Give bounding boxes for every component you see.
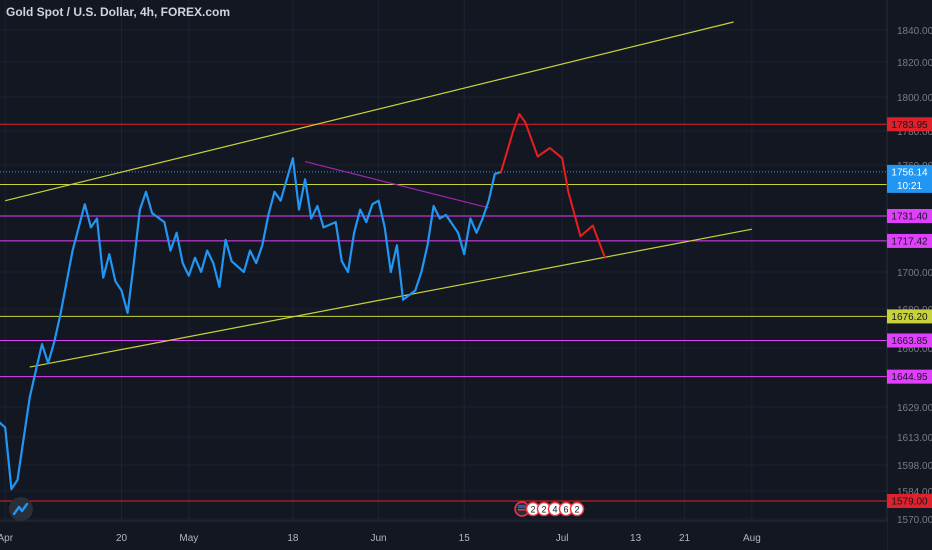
price-axis-panel [887, 0, 932, 550]
tradingview-logo-icon [13, 503, 29, 515]
price-series-0 [0, 157, 503, 491]
symbol-title[interactable]: Gold Spot / U.S. Dollar, 4h, FOREX.com [6, 5, 231, 19]
time-tick-label: 15 [459, 533, 471, 544]
price-tick-label: 1629.00 [897, 403, 932, 414]
price-tick-label: 1780.00 [897, 127, 932, 138]
level-badge-bg [887, 494, 932, 508]
level-badge-label: 1783.95 [891, 120, 928, 131]
time-tick-label: 13 [630, 533, 642, 544]
level-price-badge: 1717.42 [887, 233, 932, 248]
level-badge-label: 1731.40 [891, 212, 928, 223]
level-badge-label: 1663.85 [891, 336, 928, 347]
level-badge-bg [887, 369, 932, 384]
price-tick-label: 1800.00 [897, 93, 932, 104]
level-badge-label: 1717.42 [891, 236, 928, 247]
event-marker [569, 501, 585, 517]
level-badge-label: 1579.00 [891, 497, 928, 508]
level-price-badge: 1644.95 [887, 369, 932, 384]
level-price-badge: 1676.20 [887, 309, 932, 324]
event-marker-count: 2 [574, 505, 579, 515]
trendline-1 [29, 228, 752, 368]
price-tick-label: 1660.00 [897, 344, 932, 355]
price-tick-label: 1570.00 [897, 515, 932, 526]
level-badge-bg [887, 309, 932, 324]
level-price-badge: 1783.95 [887, 117, 932, 132]
trendline-2 [304, 161, 489, 209]
price-tick-label: 1584.00 [897, 487, 932, 498]
level-badge-label: 1644.95 [891, 372, 928, 383]
time-tick-label: Jun [370, 533, 386, 544]
price-tick-label: 1598.00 [897, 461, 932, 472]
level-badge-bg [887, 209, 932, 224]
current-price-label: 1756.14 [891, 167, 928, 178]
time-tick-label: 21 [679, 533, 691, 544]
time-tick-label: 20 [116, 533, 128, 544]
time-tick-label: 18 [287, 533, 299, 544]
price-series-1 [500, 113, 606, 259]
level-badge-bg [887, 333, 932, 348]
time-axis-panel [0, 521, 887, 550]
event-marker-count: 2 [541, 505, 546, 515]
time-tick-label: Jul [556, 533, 569, 544]
time-tick-label: Aug [743, 533, 761, 544]
price-tick-label: 1840.00 [897, 26, 932, 37]
time-tick-label: Apr [0, 533, 14, 544]
price-tick-label: 1700.00 [897, 268, 932, 279]
trendline-0 [5, 21, 734, 202]
time-tick-label: May [179, 533, 198, 544]
level-price-badge: 1731.40 [887, 209, 932, 224]
price-tick-label: 1820.00 [897, 58, 932, 69]
event-marker-count: 2 [530, 505, 535, 515]
level-price-badge: 1663.85 [887, 333, 932, 348]
event-marker-count: 6 [563, 505, 568, 515]
current-price-bg [887, 164, 932, 193]
event-marker-count: 4 [552, 505, 557, 515]
event-flag-stripe [518, 509, 526, 511]
countdown-label: 10:21 [897, 181, 922, 192]
level-badge-bg [887, 233, 932, 248]
event-flag-canton [518, 505, 526, 508]
level-badge-label: 1676.20 [891, 312, 928, 323]
level-badge-bg [887, 117, 932, 132]
level-price-badge: 1579.00 [887, 494, 932, 508]
price-tick-label: 1613.00 [897, 433, 932, 444]
tradingview-logo[interactable] [9, 497, 33, 521]
current-price-badge: 1756.14 10:21 [887, 164, 932, 193]
